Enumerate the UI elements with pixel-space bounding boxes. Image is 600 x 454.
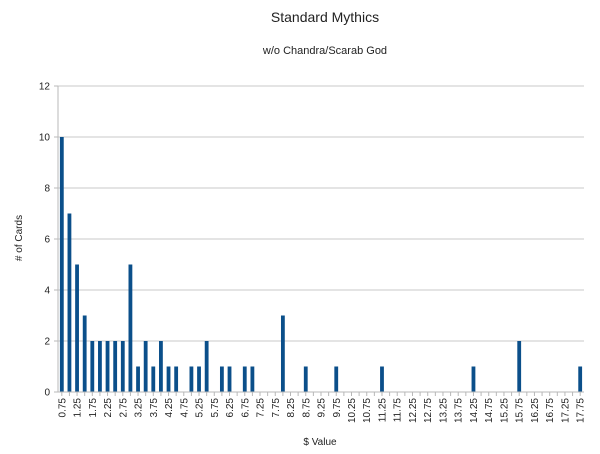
x-tick-label: 17.25	[560, 398, 571, 423]
bar	[136, 366, 140, 392]
chart-title: Standard Mythics	[271, 9, 379, 25]
y-tick-label: 0	[44, 388, 50, 399]
x-tick-label: 3.25	[134, 398, 145, 418]
x-tick-label: 14.75	[484, 398, 495, 423]
bar	[113, 341, 118, 392]
bar	[204, 341, 209, 392]
y-tick-label: 10	[39, 133, 51, 144]
x-tick-label: 12.25	[408, 398, 419, 423]
bar	[242, 366, 247, 392]
x-tick-label: 9.25	[317, 398, 328, 418]
x-tick-label: 14.25	[469, 398, 480, 423]
x-tick-label: 8.25	[286, 398, 297, 418]
axes	[54, 85, 584, 396]
bar	[159, 341, 163, 392]
x-tick-label: 6.25	[225, 398, 236, 418]
x-tick-label: 8.75	[301, 398, 312, 418]
bars	[59, 137, 583, 392]
x-tick-label: 16.25	[530, 398, 541, 423]
bar	[227, 366, 232, 392]
y-tick-label: 8	[44, 184, 50, 195]
gridlines	[58, 85, 584, 342]
bar	[67, 213, 72, 392]
x-tick-labels: 0.75 1.25 1.75 2.25 2.75 3.25 3.75 4.25 4.75 5.25…	[57, 398, 586, 423]
bar	[90, 341, 95, 392]
x-tick-label: 12.75	[423, 398, 434, 423]
bar	[75, 264, 79, 392]
y-axis-label: # of Cards	[14, 215, 25, 261]
bar	[59, 137, 64, 392]
x-tick-label: 2.25	[103, 398, 114, 418]
x-tick-label: 11.25	[377, 398, 388, 423]
x-tick-label: 4.75	[179, 398, 190, 418]
bar	[578, 366, 583, 392]
x-tick-label: 6.75	[240, 398, 251, 418]
x-axis-label: $ Value	[303, 437, 337, 448]
bar	[380, 366, 384, 392]
bar	[303, 366, 308, 392]
x-tick-label: 5.75	[210, 398, 221, 418]
bar	[105, 341, 110, 392]
bar	[219, 366, 224, 392]
bar	[120, 341, 125, 392]
y-tick-labels: 0 2 4 6 8 10 12	[39, 82, 51, 399]
x-tick-label: 0.75	[57, 398, 68, 418]
bar	[174, 366, 179, 392]
y-tick-label: 2	[44, 337, 50, 348]
bar	[143, 341, 148, 392]
bar	[166, 366, 171, 392]
x-tick-label: 3.75	[149, 398, 160, 418]
y-tick-label: 4	[44, 286, 50, 297]
x-tick-label: 13.75	[454, 398, 465, 423]
bar	[151, 366, 156, 392]
bar	[128, 264, 133, 392]
y-tick-label: 12	[39, 82, 51, 93]
bar	[98, 341, 102, 392]
bar	[280, 315, 285, 392]
x-tick-label: 10.75	[362, 398, 373, 423]
x-tick-label: 4.25	[164, 398, 175, 418]
x-tick-label: 16.75	[545, 398, 556, 423]
x-tick-label: 7.75	[271, 398, 282, 418]
x-tick-label: 15.25	[499, 398, 510, 423]
bar	[334, 366, 339, 392]
x-tick-label: 9.75	[332, 398, 343, 418]
x-tick-label: 13.25	[438, 398, 449, 423]
x-tick-label: 15.75	[515, 398, 526, 423]
bar	[197, 366, 201, 392]
bar	[250, 366, 255, 392]
x-tick-label: 1.25	[73, 398, 84, 418]
x-tick-label: 7.25	[256, 398, 267, 418]
bar	[517, 341, 522, 392]
y-tick-label: 6	[44, 235, 50, 246]
x-tick-label: 2.75	[118, 398, 129, 418]
x-tick-label: 11.75	[393, 398, 404, 423]
bar	[82, 315, 87, 392]
bar	[471, 366, 476, 392]
bar	[189, 366, 194, 392]
x-tick-label: 1.75	[88, 398, 99, 418]
x-tick-label: 17.75	[576, 398, 587, 423]
chart-subtitle: w/o Chandra/Scarab God	[262, 45, 387, 57]
x-tick-label: 10.25	[347, 398, 358, 423]
x-tick-label: 5.25	[195, 398, 206, 418]
